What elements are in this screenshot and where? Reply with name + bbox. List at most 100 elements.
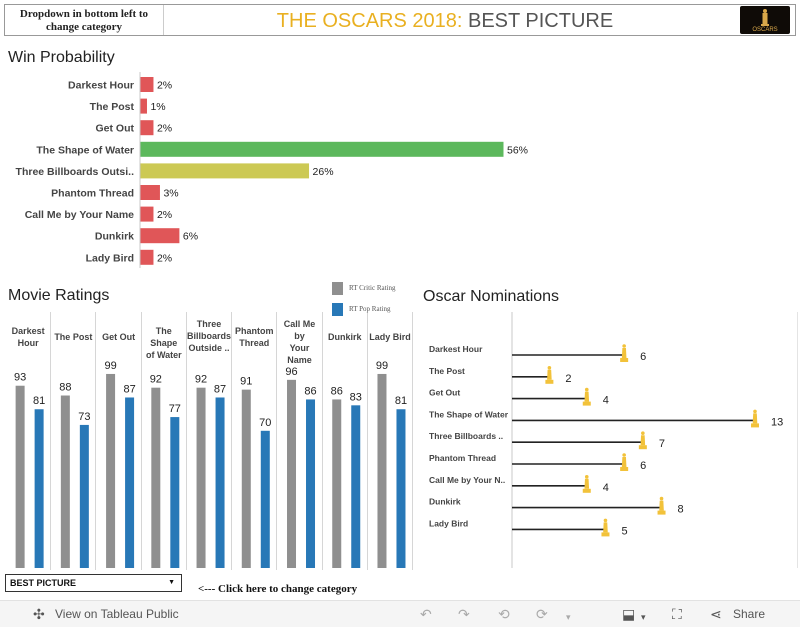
win-category-label-phantom-thread: Phantom Thread (51, 188, 134, 200)
rating-value-label-pop-get-out: 87 (123, 383, 135, 395)
win-value-label-phantom-thread: 3% (163, 188, 178, 200)
rating-value-label-pop-call-me-by-your-name: 86 (304, 385, 316, 397)
rating-bar-pop-dunkirk[interactable] (351, 405, 361, 568)
rating-column-header-line: Outside .. (188, 343, 230, 353)
nomination-category-label-dunkirk: Dunkirk (429, 497, 461, 507)
oscar-statuette-icon-call-me-by-your-n[interactable] (582, 475, 591, 493)
win-bar-lady-bird[interactable] (140, 249, 154, 265)
rating-bar-critic-darkest-hour[interactable] (15, 385, 25, 568)
rating-bar-critic-three-billboards-outside[interactable] (196, 387, 206, 568)
rating-value-label-critic-the-shape-of-water: 92 (150, 374, 162, 386)
undo-icon[interactable]: ↶ (420, 606, 432, 622)
rating-bar-pop-call-me-by-your-name[interactable] (306, 399, 316, 568)
rating-column-call-me-by-your-name: Call Me by Your Name (277, 312, 323, 570)
nomination-category-label-lady-bird: Lady Bird (429, 518, 468, 528)
oscar-statuette-icon-three-billboards[interactable] (638, 431, 647, 450)
rating-column-header-line: Dunkirk (327, 332, 362, 342)
win-probability-title: Win Probability (8, 49, 115, 66)
download-icon[interactable]: ⬓ (622, 606, 636, 622)
win-category-label-call-me-by-your-name: Call Me by Your Name (25, 209, 134, 221)
rating-column-header-get-out: Get Out (96, 331, 140, 343)
header-divider (163, 5, 164, 35)
oscar-statuette-icon-get-out[interactable] (582, 387, 591, 406)
win-bar-the-shape-of-water[interactable] (140, 141, 504, 157)
rating-bar-critic-dunkirk[interactable] (332, 399, 342, 568)
rating-value-label-critic-dunkirk: 86 (331, 385, 343, 397)
nomination-value-label-lady-bird: 5 (621, 525, 627, 537)
refresh-icon[interactable]: ⟳ (536, 606, 548, 622)
win-bar-darkest-hour[interactable] (140, 77, 154, 92)
category-dropdown[interactable]: BEST PICTURE ▼ (5, 574, 182, 592)
rating-column-header-line: Three (196, 319, 222, 329)
rating-bar-critic-the-post[interactable] (60, 395, 70, 568)
rating-value-label-critic-call-me-by-your-name: 96 (285, 366, 297, 378)
logo-text: OSCARS (752, 27, 777, 33)
rating-value-label-pop-dunkirk: 83 (350, 391, 362, 403)
oscar-statuette-icon-lady-bird[interactable] (601, 518, 610, 537)
view-on-tableau-link[interactable]: View on Tableau Public (55, 607, 179, 621)
rating-bar-pop-darkest-hour[interactable] (34, 409, 44, 568)
redo-icon[interactable]: ↷ (458, 606, 470, 622)
nomination-category-label-call-me-by-your-n: Call Me by Your N.. (429, 475, 505, 485)
rating-bar-critic-phantom-thread[interactable] (241, 389, 251, 568)
rating-column-header-line: The Shape (150, 326, 178, 348)
dashboard-header: Dropdown in bottom left to change catego… (4, 4, 796, 36)
win-bar-phantom-thread[interactable] (140, 185, 160, 200)
oscar-statuette-icon-phantom-thread[interactable] (620, 453, 629, 471)
rating-bar-pop-get-out[interactable] (125, 397, 135, 568)
download-menu-chevron-icon[interactable]: ▾ (641, 612, 646, 622)
oscar-statuette-icon-dunkirk[interactable] (657, 496, 666, 515)
share-button[interactable]: Share (733, 607, 766, 621)
refresh-menu-chevron-icon[interactable]: ▾ (566, 612, 571, 622)
rating-bar-pop-the-shape-of-water[interactable] (170, 417, 180, 568)
oscar-statuette-icon-darkest-hour[interactable] (620, 344, 629, 362)
win-bar-the-post[interactable] (140, 98, 147, 114)
movie-ratings-columns: Darkest Hour The Post Get Out The Shape of Wa… (6, 312, 414, 570)
win-probability-chart: Darkest Hour 2% The Post 1% Get Out 2% The Sha… (16, 72, 528, 268)
rating-bar-pop-three-billboards-outside[interactable] (215, 397, 225, 568)
rating-bar-critic-get-out[interactable] (106, 373, 116, 568)
legend-item-critic[interactable]: RT Critic Rating (332, 282, 396, 295)
rating-value-label-critic-get-out: 99 (104, 360, 116, 372)
rating-value-label-critic-the-post: 88 (59, 382, 71, 394)
rating-bar-pop-the-post[interactable] (79, 424, 89, 568)
win-category-label-darkest-hour: Darkest Hour (68, 80, 134, 92)
rating-column-header-line: Lady Bird (369, 332, 411, 342)
rating-column-header-line: Your (289, 343, 310, 353)
dashboard-title: THE OSCARS 2018: BEST PICTURE (165, 9, 725, 33)
rating-bar-pop-lady-bird[interactable] (396, 409, 406, 568)
revert-icon[interactable]: ⟲ (498, 606, 510, 622)
fullscreen-icon[interactable]: ⛶ (672, 606, 682, 622)
tableau-logo-icon[interactable]: ✣ (33, 606, 45, 622)
nomination-value-label-dunkirk: 8 (678, 504, 684, 516)
rating-column-header-line: Billboards (187, 331, 232, 341)
rating-column-header-three-billboards-outside: Three Billboards Outside .. (187, 318, 231, 354)
movie-ratings-title: Movie Ratings (8, 287, 110, 304)
rating-value-label-critic-phantom-thread: 91 (240, 376, 252, 388)
rating-column-header-lady-bird: Lady Bird (368, 331, 412, 343)
legend-item-pop[interactable]: RT Pop Rating (332, 303, 390, 316)
nomination-value-label-phantom-thread: 6 (640, 460, 646, 472)
rating-column-phantom-thread: Phantom Thread (232, 312, 278, 570)
nomination-category-label-darkest-hour: Darkest Hour (429, 344, 483, 354)
oscar-statuette-icon-the-post[interactable] (545, 366, 554, 384)
rating-column-header-line: The Post (54, 332, 93, 342)
rating-bar-critic-lady-bird[interactable] (377, 373, 387, 568)
win-bar-get-out[interactable] (140, 120, 154, 136)
rating-bar-pop-phantom-thread[interactable] (260, 430, 270, 568)
win-category-label-lady-bird: Lady Bird (86, 252, 134, 264)
win-bar-call-me-by-your-name[interactable] (140, 206, 154, 222)
share-icon[interactable]: ⋖ (710, 606, 722, 622)
rating-column-darkest-hour: Darkest Hour (6, 312, 52, 570)
rating-value-label-critic-three-billboards-outside: 92 (195, 374, 207, 386)
oscar-statuette-icon-the-shape-of-water[interactable] (751, 409, 759, 428)
rating-bar-critic-call-me-by-your-name[interactable] (287, 379, 297, 568)
dropdown-arrow-icon[interactable]: ▼ (168, 579, 175, 586)
rating-bar-critic-the-shape-of-water[interactable] (151, 387, 161, 568)
win-bar-dunkirk[interactable] (140, 228, 180, 244)
win-category-label-three-billboards-outsi: Three Billboards Outsi.. (16, 166, 135, 178)
win-bar-three-billboards-outsi[interactable] (140, 163, 310, 179)
title-rest: BEST PICTURE (462, 10, 614, 32)
rating-column-header-call-me-by-your-name: Call Me by Your Name (277, 318, 321, 366)
change-category-hint: <--- Click here to change category (198, 583, 358, 595)
